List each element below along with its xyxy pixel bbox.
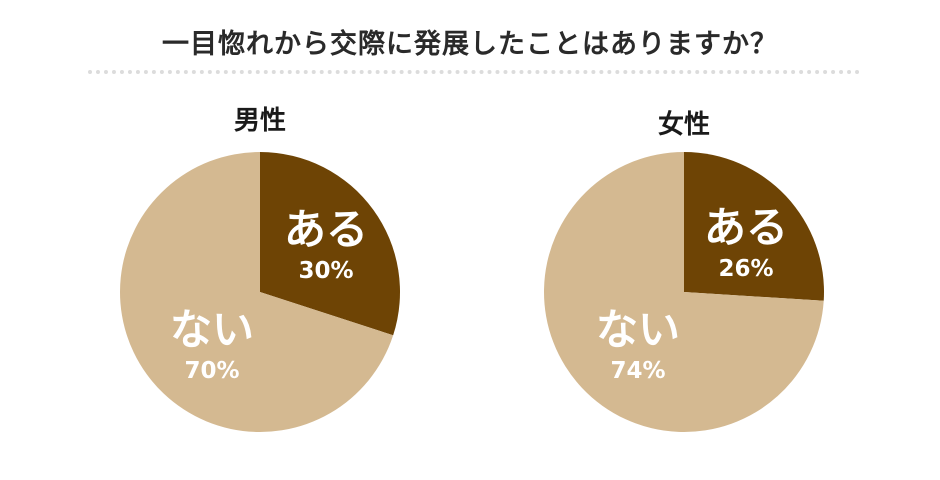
slice-value-female-no: 74%	[610, 358, 665, 384]
slice-value-male-yes: 30%	[298, 258, 353, 284]
slice-label-female-yes: ある	[704, 203, 788, 252]
pie-slice-female-yes	[684, 152, 824, 301]
title-divider	[88, 70, 860, 74]
slice-label-female-no: ない	[596, 305, 680, 354]
pie-slice-male-yes	[260, 152, 401, 336]
page-title: 一目惚れから交際に発展したことはありますか？	[162, 29, 778, 60]
slice-label-male-yes: ある	[284, 205, 368, 254]
chart-title-female: 女性	[657, 110, 710, 140]
slice-value-female-yes: 26%	[718, 256, 773, 282]
pie-slice-male-no	[119, 152, 394, 432]
pie-slice-female-no	[544, 152, 824, 432]
slice-value-male-no: 70%	[184, 358, 239, 384]
chart-title-male: 男性	[233, 106, 286, 136]
slice-label-male-no: ない	[170, 305, 254, 354]
